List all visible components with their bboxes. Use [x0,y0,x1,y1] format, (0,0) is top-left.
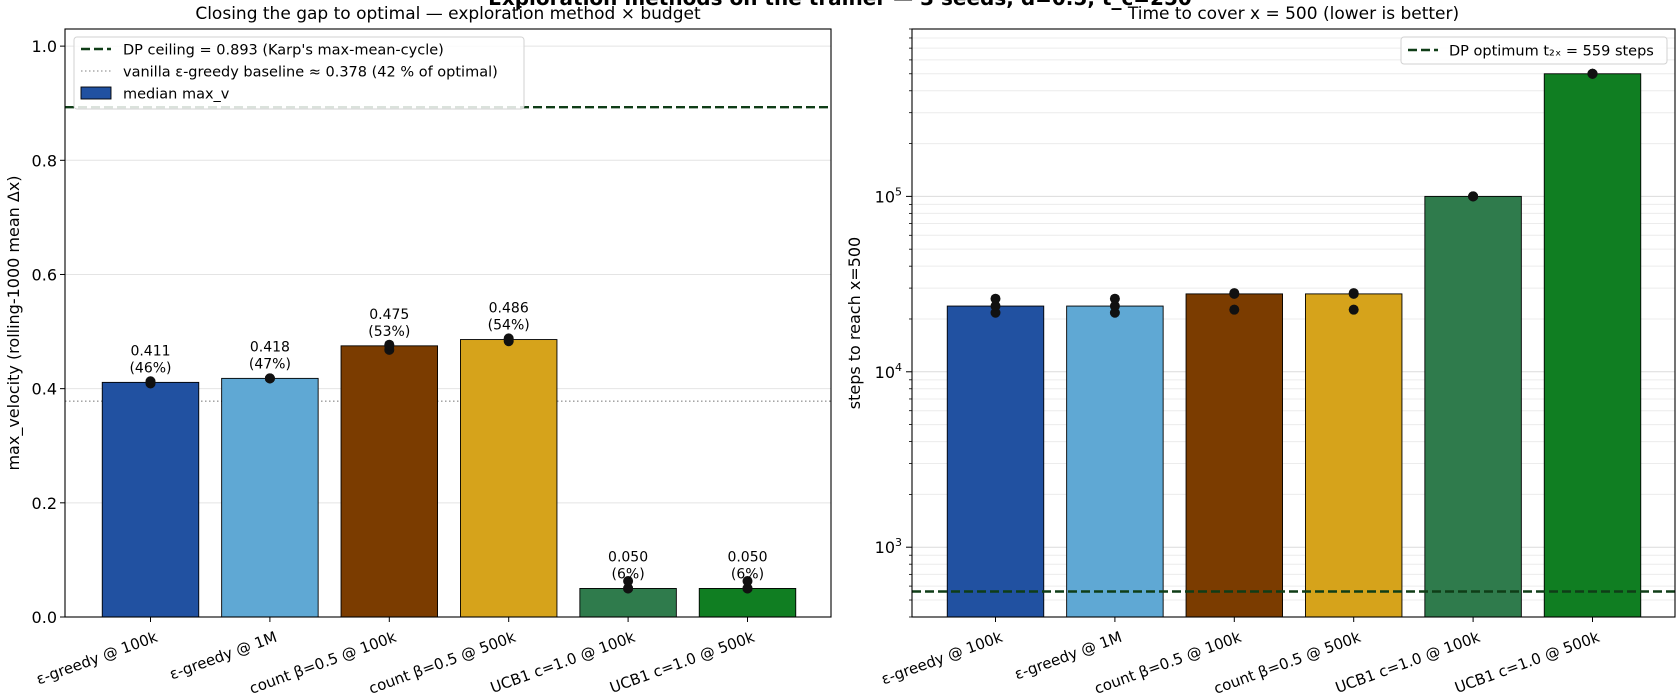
left-bar [221,377,319,618]
right-seed-point [1587,68,1598,79]
right-seed-point [1348,288,1359,299]
right-y-axis-label: steps to reach x=500 [845,237,864,410]
right-legend-dp-optimum-label: DP optimum t₂ₓ = 559 steps [1449,44,1654,60]
left-bar-value-label: 0.411 [130,343,170,359]
figure-suptitle: Exploration methods on the trainer — 3 s… [0,0,1680,8]
left-legend-bar-swatch [80,86,112,100]
right-seed-point [1348,304,1359,315]
right-legend: DP optimum t₂ₓ = 559 steps [1400,36,1668,65]
left-bar-percent-label: (47%) [249,356,291,372]
left-y-tick-label: 0.2 [32,494,57,513]
right-bar [1543,73,1642,618]
left-bar-percent-label: (54%) [488,318,530,334]
left-bar-percent-label: (53%) [368,324,410,340]
right-seed-point [1468,191,1479,202]
right-bar [1185,293,1284,618]
right-bar [946,305,1045,618]
left-chart-panel: Closing the gap to optimal — exploration… [4,4,832,696]
left-bar-value-label: 0.486 [489,301,529,317]
left-seed-point [503,333,514,344]
right-seed-point [1109,293,1120,304]
left-chart-title: Closing the gap to optimal — exploration… [195,4,701,24]
left-y-axis-label: max_velocity (rolling-1000 mean Δx) [4,175,24,470]
left-legend: DP ceiling = 0.893 (Karp's max-mean-cycl… [73,36,525,110]
right-y-tick-label: 103 [875,536,902,557]
left-y-tick-label: 0.8 [32,151,57,170]
right-x-tick-label: ε-greedy @ 100k [879,628,1005,689]
left-bar-percent-label: (6%) [731,566,764,582]
left-bar [340,345,438,618]
left-x-tick-label: ε-greedy @ 100k [34,628,160,689]
left-bar-value-label: 0.475 [369,307,409,323]
right-seed-point [1229,288,1240,299]
right-y-tick-label: 104 [875,361,902,382]
left-seed-point [145,377,156,388]
left-bar [460,339,558,618]
left-y-tick-label: 0.6 [32,265,57,284]
left-axes-frame [64,28,832,618]
right-bar [1304,293,1403,618]
left-bar-value-label: 0.050 [727,549,767,565]
left-legend-dp-ceiling-label: DP ceiling = 0.893 (Karp's max-mean-cycl… [123,43,444,59]
left-bar-percent-label: (6%) [612,566,645,582]
right-seed-point [1109,301,1120,312]
left-seed-point [742,583,753,594]
left-bar-value-label: 0.418 [250,339,290,355]
left-legend-box [73,36,525,110]
left-y-tick-label: 0.0 [32,608,57,627]
left-bar-value-label: 0.050 [608,549,648,565]
right-bar [1066,305,1164,618]
left-seed-point [623,583,634,594]
left-seed-point [264,373,275,384]
left-y-tick-label: 1.0 [32,37,57,56]
left-y-tick-label: 0.4 [32,380,57,399]
right-chart-title: Time to cover x = 500 (lower is better) [1127,4,1459,24]
left-legend-baseline-label: vanilla ε-greedy baseline ≈ 0.378 (42 % … [123,65,498,81]
right-legend-box [1400,36,1668,65]
right-chart-panel: Time to cover x = 500 (lower is better) 1… [845,4,1676,696]
left-legend-bar-label: median max_v [123,87,230,103]
left-bar [101,381,200,618]
right-seed-point [1229,304,1240,315]
left-seed-point [623,576,634,587]
left-bar-percent-label: (46%) [129,360,171,376]
right-seed-point [990,293,1001,304]
right-y-tick-label: 105 [875,185,902,206]
right-bar [1424,195,1522,618]
left-seed-point [384,339,395,350]
right-axes-frame [911,28,1676,618]
right-seed-point [990,301,1001,312]
left-seed-point [742,576,753,587]
